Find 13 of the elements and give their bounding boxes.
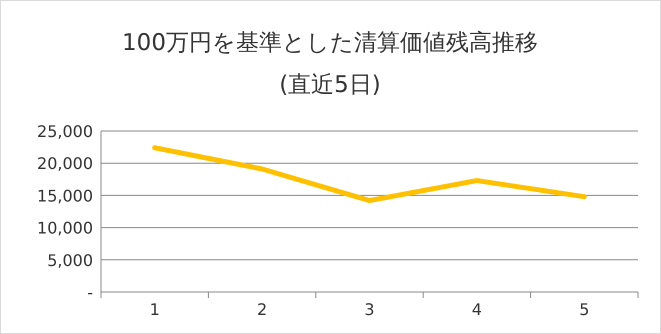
y-tick-label: 5,000	[47, 250, 93, 270]
x-tick-label: 4	[472, 300, 482, 319]
y-tick-label: 25,000	[37, 122, 93, 141]
x-tick-label: 2	[257, 300, 268, 319]
y-tick-label: 20,000	[37, 154, 93, 174]
x-tick-label: 5	[579, 300, 590, 319]
y-tick-label: -	[87, 283, 93, 302]
x-tick-label: 1	[150, 300, 160, 319]
y-tick-label: 10,000	[37, 218, 93, 238]
y-tick-label: 15,000	[37, 186, 93, 206]
x-tick-label: 3	[364, 300, 375, 319]
chart-subtitle: (直近5日)	[279, 72, 381, 98]
chart-title: 100万円を基準とした清算価値残高推移	[122, 30, 538, 56]
